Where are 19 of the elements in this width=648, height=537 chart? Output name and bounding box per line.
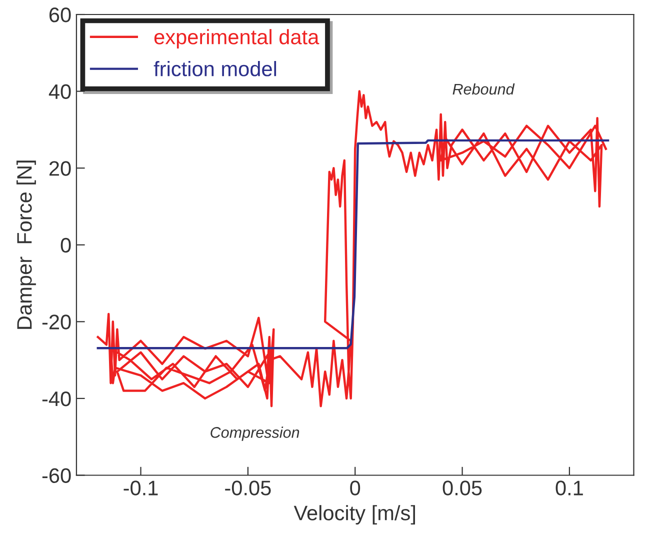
annotation: Compression xyxy=(210,426,300,441)
line-series xyxy=(96,139,610,350)
legend-label: friction model xyxy=(154,61,276,76)
x-tick-label: -0.05 xyxy=(225,480,271,496)
y-tick-label: -20 xyxy=(42,314,71,330)
x-tick-label: 0 xyxy=(350,480,360,496)
y-tick-label: 0 xyxy=(60,238,71,253)
y-tick-label: 40 xyxy=(48,84,71,100)
x-tick-label: 0.05 xyxy=(442,480,482,496)
x-tick-label: -0.1 xyxy=(124,480,158,496)
legend-label: experimental data xyxy=(154,29,320,49)
y-tick-label: -40 xyxy=(42,391,71,406)
y-axis-title: Damper Force [N] xyxy=(16,160,36,329)
y-tick-label: 60 xyxy=(49,8,71,22)
x-tick-label: 0.1 xyxy=(556,480,583,496)
x-axis-title: Velocity [m/s] xyxy=(294,505,415,525)
annotation: Rebound xyxy=(452,83,515,95)
y-tick-label: 20 xyxy=(49,161,71,176)
y-tick-label: -60 xyxy=(42,468,71,483)
